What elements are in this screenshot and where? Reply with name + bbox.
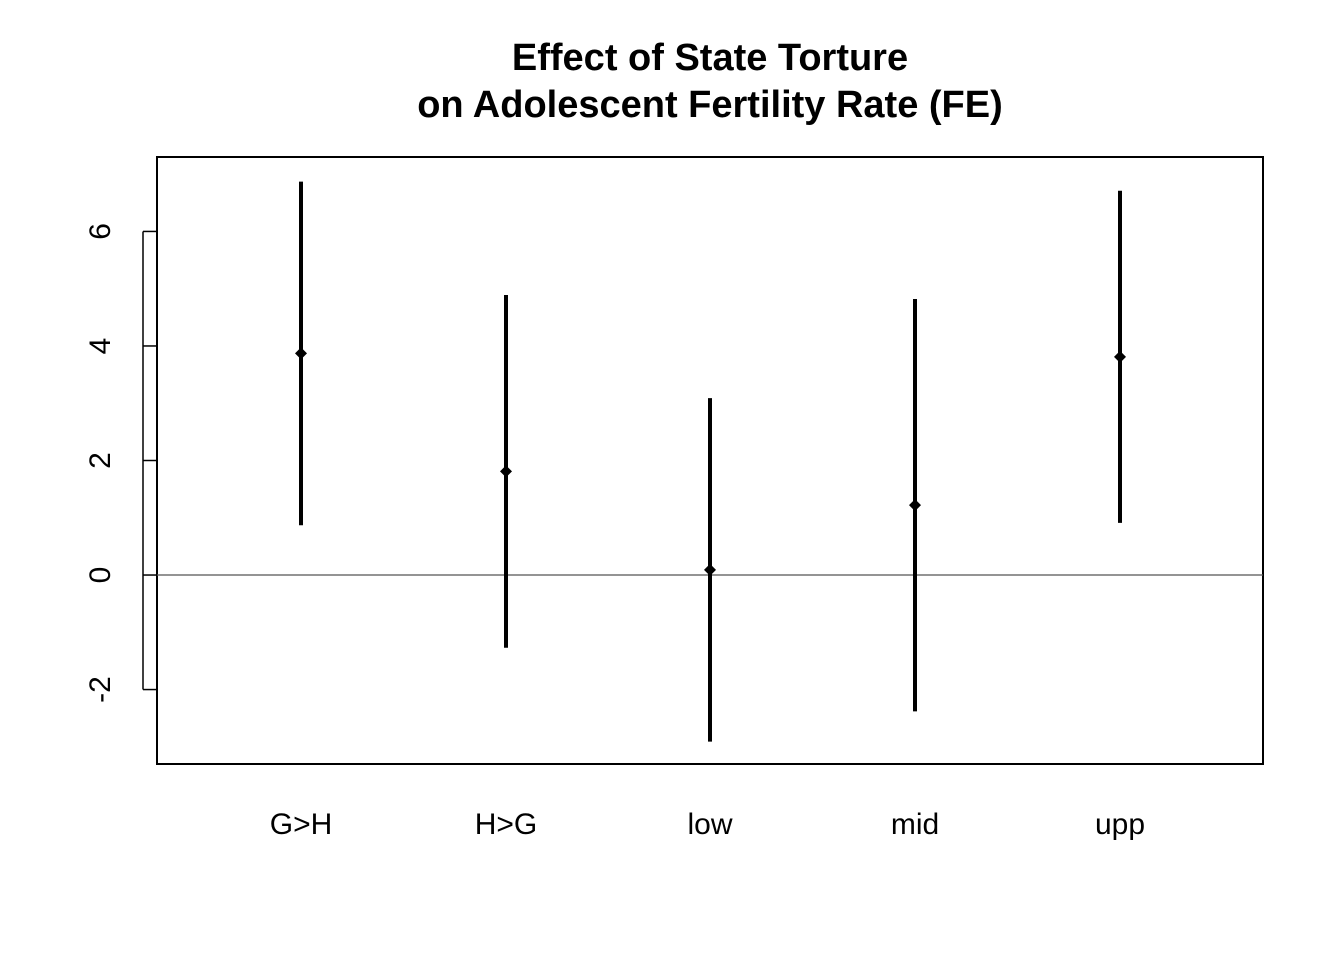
y-tick-label: 0 bbox=[84, 567, 117, 584]
point-estimate-marker bbox=[1114, 350, 1126, 363]
x-tick-label: G>H bbox=[270, 808, 333, 841]
point-estimate-marker bbox=[500, 465, 512, 478]
y-tick-label: 2 bbox=[84, 452, 117, 469]
y-tick-label: 6 bbox=[84, 223, 117, 240]
y-tick-label: -2 bbox=[84, 676, 117, 703]
y-axis: -2 0 2 4 6 bbox=[84, 223, 157, 703]
chart-title: Effect of State Torture on Adolescent Fe… bbox=[417, 37, 1003, 126]
x-axis: G>H H>G low mid upp bbox=[270, 808, 1145, 841]
point-estimate-marker bbox=[295, 347, 307, 360]
point-estimate-marker bbox=[909, 499, 921, 512]
x-tick-label: upp bbox=[1095, 808, 1145, 841]
x-tick-label: mid bbox=[891, 808, 939, 841]
x-tick-label: H>G bbox=[475, 808, 538, 841]
point-estimate-marker bbox=[704, 563, 716, 576]
chart-title-line-2: on Adolescent Fertility Rate (FE) bbox=[417, 84, 1003, 126]
y-tick-label: 4 bbox=[84, 338, 117, 355]
x-tick-label: low bbox=[687, 808, 732, 841]
estimates-series bbox=[295, 181, 1126, 742]
chart-title-line-1: Effect of State Torture bbox=[512, 37, 908, 79]
